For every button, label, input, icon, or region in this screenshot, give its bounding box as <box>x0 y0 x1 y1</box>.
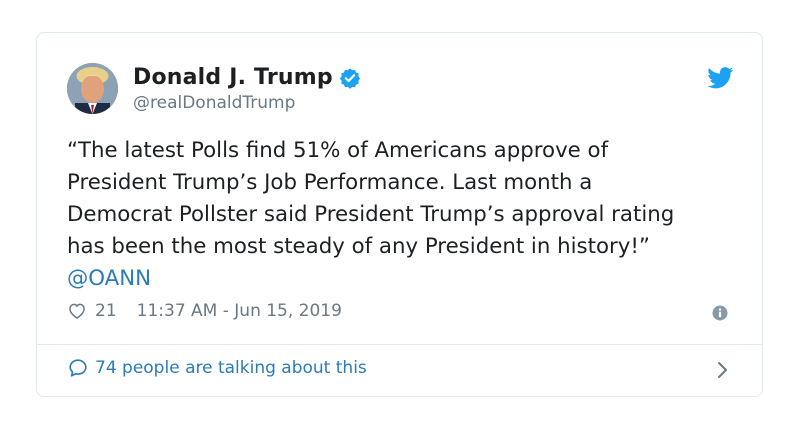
verified-badge-icon <box>339 67 360 89</box>
tweet-card: Donald J. Trump @realDonaldTrump “The la… <box>36 32 763 397</box>
author-name-row: Donald J. Trump <box>133 65 361 90</box>
like-count[interactable]: 21 <box>95 301 117 321</box>
mention-link[interactable]: @OANN <box>67 266 152 291</box>
tweet-timestamp[interactable]: 11:37 AM - Jun 15, 2019 <box>136 301 342 321</box>
talking-about-link[interactable]: 74 people are talking about this <box>67 357 367 379</box>
chevron-right-icon[interactable] <box>716 361 728 379</box>
avatar[interactable] <box>67 63 118 114</box>
talking-about-text: 74 people are talking about this <box>95 358 367 378</box>
tweet-meta: 21 11:37 AM - Jun 15, 2019 <box>67 301 342 321</box>
author-handle[interactable]: @realDonaldTrump <box>133 93 296 113</box>
tweet-text: “The latest Polls find 51% of Americans … <box>67 138 675 259</box>
twitter-bird-icon[interactable] <box>707 67 734 89</box>
speech-bubble-icon <box>69 359 87 377</box>
display-name[interactable]: Donald J. Trump <box>133 65 333 90</box>
divider <box>37 344 762 345</box>
heart-icon[interactable] <box>67 301 87 321</box>
info-icon[interactable] <box>712 305 728 321</box>
